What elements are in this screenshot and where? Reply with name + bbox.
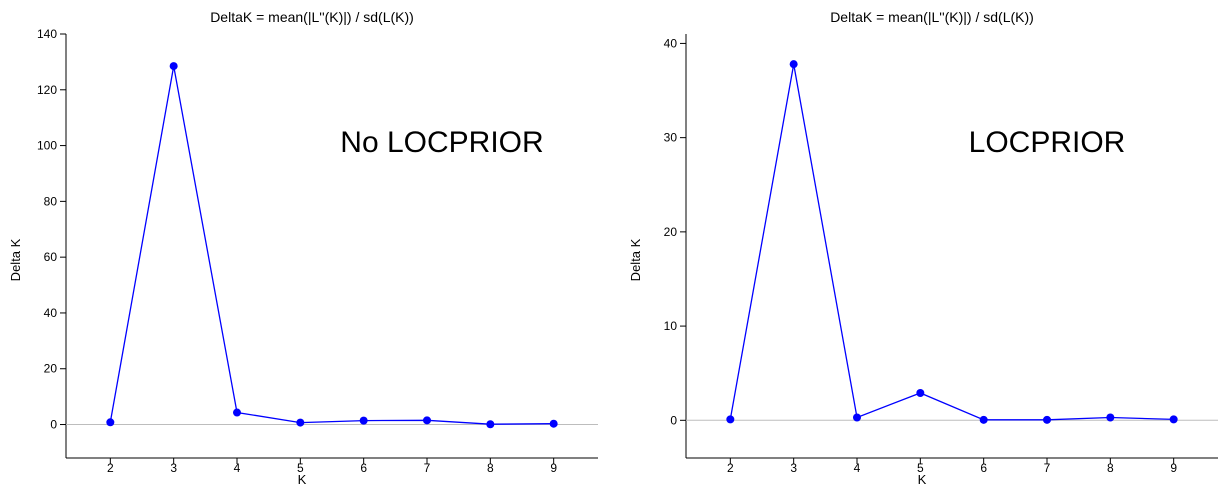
y-tick-label: 30 <box>664 131 678 145</box>
x-tick-label: 4 <box>854 461 861 475</box>
data-point <box>916 388 925 397</box>
x-axis-label: K <box>918 472 927 487</box>
chart-annotation: LOCPRIOR <box>969 126 1126 159</box>
chart-title: DeltaK = mean(|L''(K)|) / sd(L(K)) <box>210 9 414 25</box>
data-point <box>549 419 558 428</box>
x-tick-label: 2 <box>107 461 114 475</box>
data-point <box>296 418 305 427</box>
y-tick-label: 10 <box>664 319 678 333</box>
y-tick-label: 140 <box>37 27 57 41</box>
y-tick-label: 20 <box>44 362 58 376</box>
deltak-chart-locprior: DeltaK = mean(|L''(K)|) / sd(L(K)) 0 10 20 3… <box>628 9 1218 487</box>
x-tick-label: 8 <box>487 461 494 475</box>
y-tick-label: 80 <box>44 194 58 208</box>
data-point <box>1169 415 1178 424</box>
x-tick-label: 2 <box>727 461 734 475</box>
y-tick-label: 40 <box>44 306 58 320</box>
series-line <box>729 64 1174 421</box>
x-tick-label: 7 <box>1044 461 1051 475</box>
chart-panel-left: DeltaK = mean(|L''(K)|) / sd(L(K)) 0 20 40 6… <box>0 0 612 487</box>
deltak-chart-no-locprior: DeltaK = mean(|L''(K)|) / sd(L(K)) 0 20 40 6… <box>8 9 598 487</box>
chart-annotation: No LOCPRIOR <box>340 126 543 159</box>
x-tick-label: 6 <box>360 461 367 475</box>
x-tick-label: 5 <box>297 461 304 475</box>
data-point <box>106 418 115 427</box>
y-tick-label: 100 <box>37 139 57 153</box>
x-tick-label: 4 <box>234 461 241 475</box>
y-axis-label: Delta K <box>628 238 643 281</box>
x-tick-label: 3 <box>790 461 797 475</box>
data-point <box>789 60 798 69</box>
x-tick-label: 9 <box>550 461 557 475</box>
data-point <box>1106 413 1115 422</box>
data-point <box>979 415 988 424</box>
y-tick-label: 0 <box>670 413 677 427</box>
data-point <box>486 420 495 429</box>
x-tick-label: 5 <box>917 461 924 475</box>
data-point <box>359 416 368 425</box>
x-tick-label: 3 <box>170 461 177 475</box>
data-point <box>726 415 735 424</box>
y-tick-label: 120 <box>37 83 57 97</box>
x-tick-label: 7 <box>424 461 431 475</box>
y-tick-label: 40 <box>664 36 678 50</box>
data-point <box>853 413 861 422</box>
x-tick-label: 9 <box>1170 461 1177 475</box>
x-axis-label: K <box>298 472 307 487</box>
y-tick-label: 60 <box>44 250 58 264</box>
chart-title: DeltaK = mean(|L''(K)|) / sd(L(K)) <box>830 9 1034 25</box>
y-tick-label: 0 <box>50 418 57 432</box>
y-tick-label: 20 <box>664 225 678 239</box>
series-line <box>109 65 554 425</box>
data-point <box>1043 415 1051 424</box>
data-point <box>233 408 241 417</box>
y-axis-label: Delta K <box>8 238 23 281</box>
data-point <box>423 416 431 425</box>
x-tick-label: 6 <box>980 461 987 475</box>
chart-panel-right: DeltaK = mean(|L''(K)|) / sd(L(K)) 0 10 20 3… <box>612 0 1225 487</box>
x-tick-label: 8 <box>1107 461 1114 475</box>
data-point <box>169 62 178 71</box>
